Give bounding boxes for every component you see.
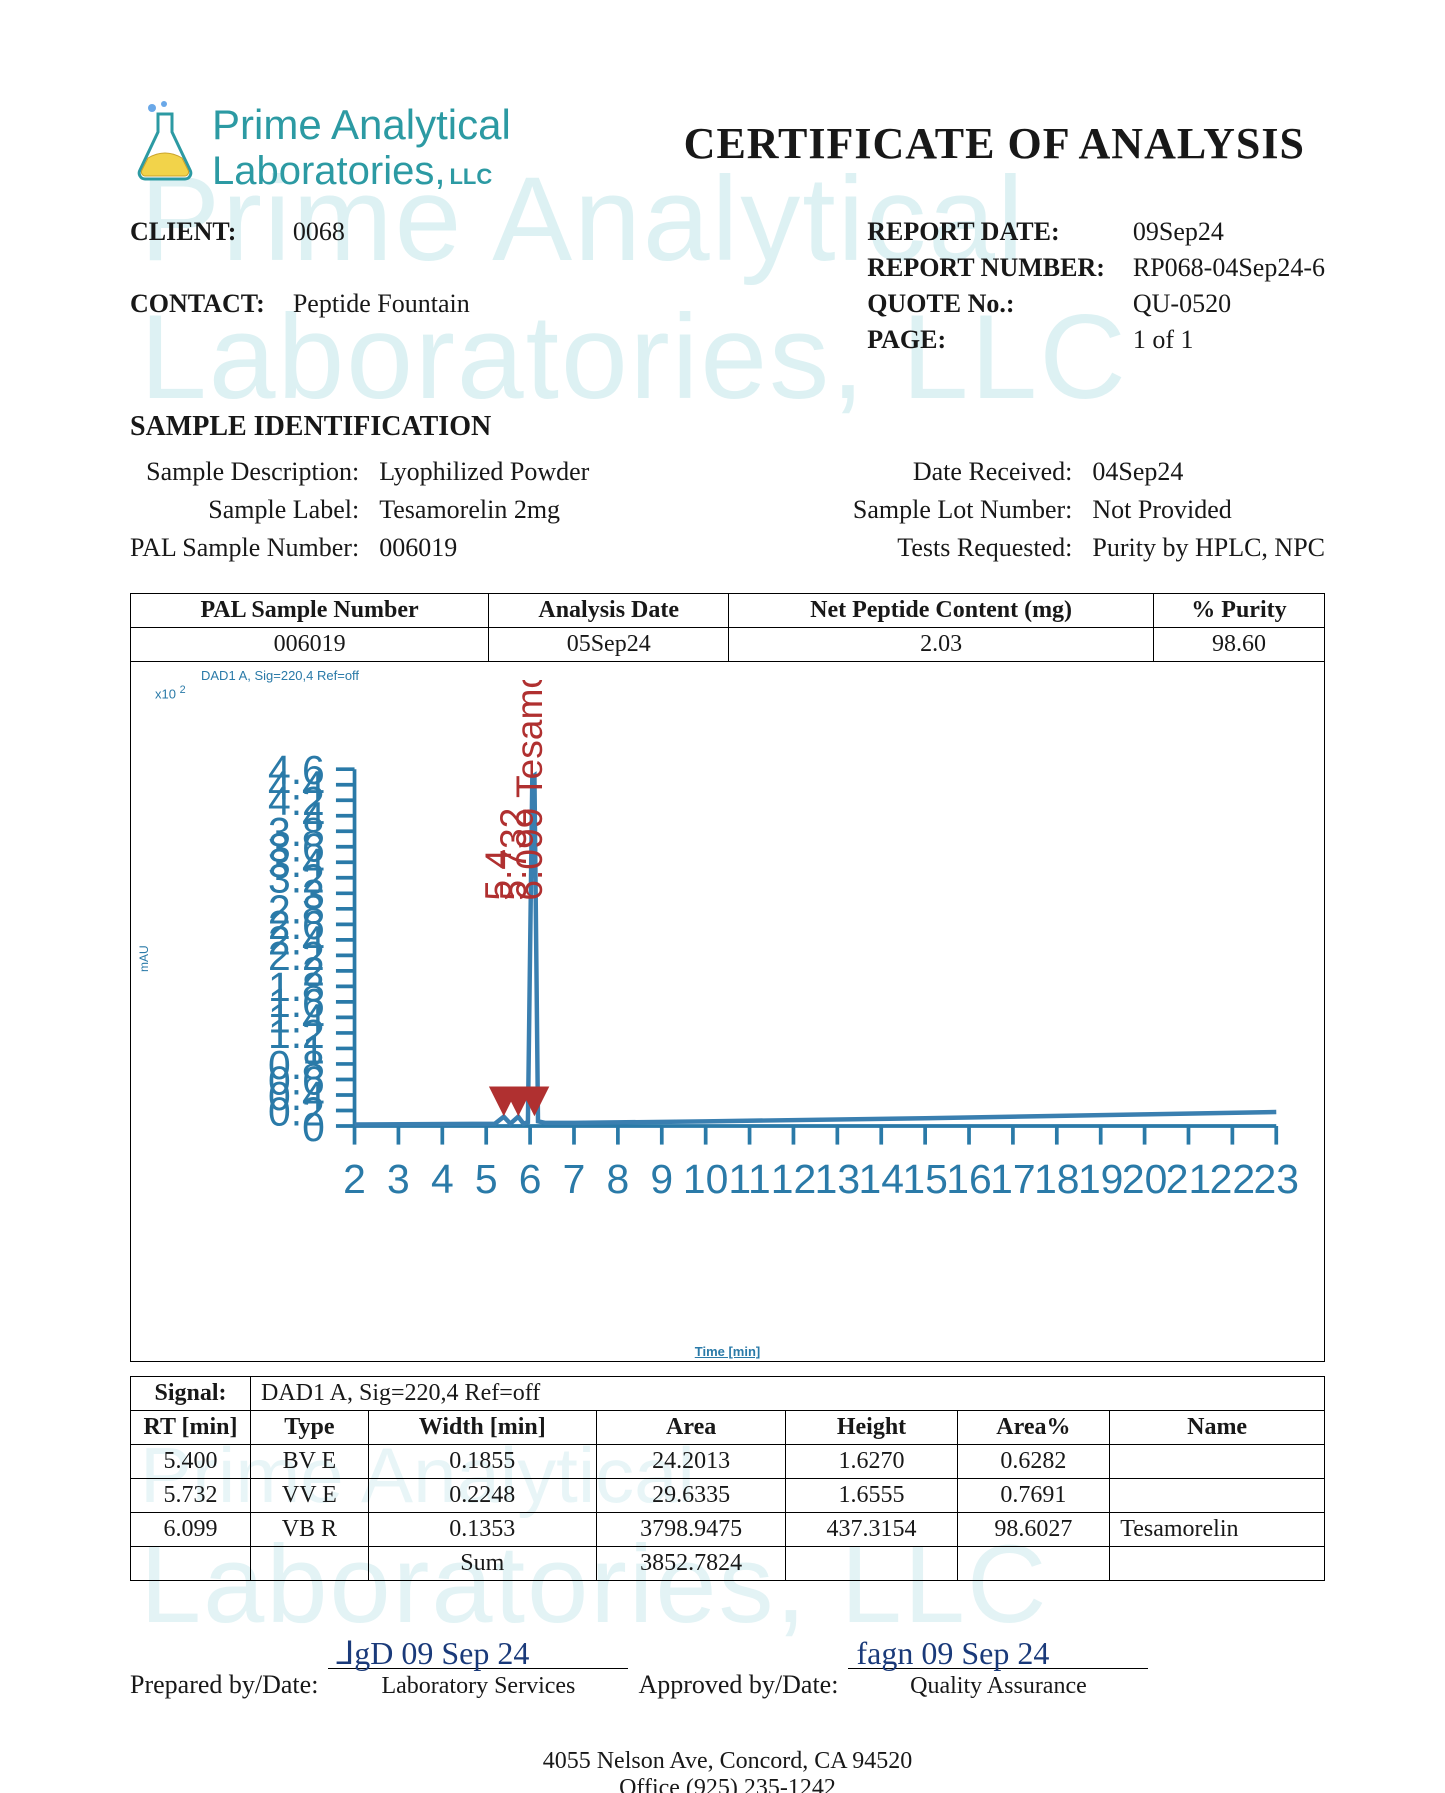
page-title: CERTIFICATE OF ANALYSIS	[684, 118, 1305, 169]
sample-right: Date Received:04Sep24 Sample Lot Number:…	[853, 457, 1325, 563]
chromatogram: DAD1 A, Sig=220,4 Ref=off x10 2 mAU 00.2…	[130, 662, 1325, 1362]
summary-data-row: 006019 05Sep24 2.03 98.60	[131, 628, 1325, 662]
prepared-label: Prepared by/Date:	[130, 1670, 318, 1700]
svg-text:16: 16	[946, 1156, 991, 1202]
chart-plot: 00.20.40.60.811.21.41.61.822.22.42.62.83…	[191, 680, 1306, 1238]
summary-table: PAL Sample Number Analysis Date Net Pept…	[130, 593, 1325, 662]
quote-value: QU-0520	[1133, 289, 1325, 319]
page-label: PAGE:	[867, 325, 1105, 355]
report-number-value: RP068-04Sep24-6	[1133, 253, 1325, 283]
svg-text:13: 13	[815, 1156, 860, 1202]
svg-text:6: 6	[519, 1156, 542, 1202]
report-date-value: 09Sep24	[1133, 217, 1325, 247]
svg-text:4.6: 4.6	[268, 747, 325, 793]
svg-text:18: 18	[1034, 1156, 1079, 1202]
svg-text:7: 7	[563, 1156, 586, 1202]
contact-label: CONTACT:	[130, 289, 265, 355]
client-value: 0068	[293, 217, 470, 283]
flask-icon	[130, 100, 200, 195]
peak-sum-row: Sum 3852.7824	[131, 1547, 1325, 1581]
svg-text:23: 23	[1254, 1156, 1299, 1202]
svg-text:14: 14	[859, 1156, 904, 1202]
chart-y-label: mAU	[137, 945, 151, 972]
client-block: CLIENT: 0068 CONTACT: Peptide Fountain	[130, 217, 470, 355]
signature-block: Prepared by/Date: ⅃gD 09 Sep 24 Laborato…	[130, 1629, 1325, 1700]
svg-text:17: 17	[990, 1156, 1035, 1202]
svg-text:12: 12	[771, 1156, 816, 1202]
svg-text:6.099 Tesamorelin: 6.099 Tesamorelin	[508, 680, 550, 901]
sample-section-title: SAMPLE IDENTIFICATION	[130, 411, 1325, 443]
peak-row: 6.099VB R0.13533798.9475437.315498.6027T…	[131, 1513, 1325, 1547]
svg-text:11: 11	[728, 1156, 770, 1202]
peak-row: 5.732VV E0.224829.63351.65550.7691	[131, 1479, 1325, 1513]
prepared-signature: ⅃gD 09 Sep 24	[328, 1629, 628, 1669]
svg-text:8: 8	[607, 1156, 630, 1202]
chart-y-unit: x10 2	[155, 684, 186, 701]
footer-address: 4055 Nelson Ave, Concord, CA 94520	[130, 1748, 1325, 1775]
company-logo: Prime Analytical Laboratories,LLC	[130, 100, 511, 195]
footer: 4055 Nelson Ave, Concord, CA 94520 Offic…	[130, 1748, 1325, 1793]
svg-text:21: 21	[1166, 1156, 1211, 1202]
approved-under: Quality Assurance	[910, 1673, 1087, 1700]
quote-label: QUOTE No.:	[867, 289, 1105, 319]
client-label: CLIENT:	[130, 217, 265, 283]
summary-header-row: PAL Sample Number Analysis Date Net Pept…	[131, 594, 1325, 628]
report-block: REPORT DATE: 09Sep24 REPORT NUMBER: RP06…	[867, 217, 1325, 355]
svg-text:20: 20	[1122, 1156, 1167, 1202]
signal-row: Signal: DAD1 A, Sig=220,4 Ref=off	[131, 1377, 1325, 1411]
peak-table: Signal: DAD1 A, Sig=220,4 Ref=off RT [mi…	[130, 1376, 1325, 1581]
peak-header-row: RT [min] Type Width [min] Area Height Ar…	[131, 1411, 1325, 1445]
report-number-label: REPORT NUMBER:	[867, 253, 1105, 283]
svg-text:10: 10	[683, 1156, 728, 1202]
report-date-label: REPORT DATE:	[867, 217, 1105, 247]
approved-label: Approved by/Date:	[638, 1670, 838, 1700]
contact-value: Peptide Fountain	[293, 289, 470, 355]
approved-signature: fagn 09 Sep 24	[848, 1629, 1148, 1669]
footer-phone: Office (925) 235-1242	[130, 1775, 1325, 1793]
svg-text:4: 4	[431, 1156, 454, 1202]
svg-text:19: 19	[1078, 1156, 1123, 1202]
svg-text:3: 3	[387, 1156, 410, 1202]
prepared-under: Laboratory Services	[381, 1673, 575, 1700]
chart-x-label: Time [min]	[695, 1344, 761, 1359]
svg-text:15: 15	[902, 1156, 947, 1202]
svg-text:9: 9	[650, 1156, 673, 1202]
page-value: 1 of 1	[1133, 325, 1325, 355]
peak-row: 5.400BV E0.185524.20131.62700.6282	[131, 1445, 1325, 1479]
svg-text:22: 22	[1210, 1156, 1255, 1202]
svg-text:2: 2	[343, 1156, 366, 1202]
svg-text:5: 5	[475, 1156, 498, 1202]
sample-left: Sample Description:Lyophilized Powder Sa…	[130, 457, 589, 563]
company-name: Prime Analytical Laboratories,LLC	[212, 103, 511, 191]
